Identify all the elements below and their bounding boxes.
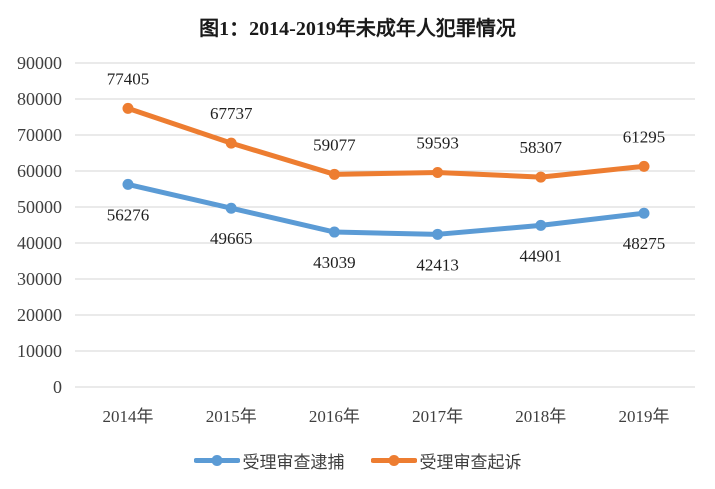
x-axis-label: 2018年 bbox=[515, 407, 566, 426]
data-label: 56276 bbox=[107, 205, 150, 224]
y-axis-tick-label: 70000 bbox=[17, 125, 62, 145]
data-label: 58307 bbox=[520, 138, 563, 157]
data-label: 42413 bbox=[416, 255, 459, 274]
y-axis-tick-label: 50000 bbox=[17, 197, 62, 217]
chart-legend: 受理审查逮捕 受理审查起诉 bbox=[0, 448, 715, 473]
y-axis-tick-label: 60000 bbox=[17, 161, 62, 181]
data-label: 61295 bbox=[623, 127, 666, 146]
x-axis-label: 2017年 bbox=[412, 407, 463, 426]
data-point-marker bbox=[432, 228, 444, 240]
y-axis-tick-label: 40000 bbox=[17, 233, 62, 253]
y-axis-tick-label: 0 bbox=[53, 377, 62, 397]
series-line-0 bbox=[125, 181, 647, 237]
data-point-marker bbox=[535, 219, 547, 231]
legend-label-prosecution-review: 受理审查起诉 bbox=[419, 453, 522, 472]
x-axis-label: 2016年 bbox=[309, 407, 360, 426]
y-axis-tick-label: 20000 bbox=[17, 305, 62, 325]
data-label: 43039 bbox=[313, 253, 356, 272]
data-point-marker bbox=[122, 178, 134, 190]
data-label: 77405 bbox=[107, 69, 150, 88]
y-axis-tick-label: 90000 bbox=[17, 53, 62, 73]
data-point-marker bbox=[328, 226, 340, 238]
x-axis-label: 2015年 bbox=[206, 407, 257, 426]
legend-line-marker-orange bbox=[370, 455, 417, 466]
data-label: 67737 bbox=[210, 104, 253, 123]
chart-title: 图1：2014-2019年未成年人犯罪情况 bbox=[199, 18, 516, 40]
legend-item-prosecution-review: 受理审查起诉 bbox=[370, 448, 522, 473]
data-point-marker bbox=[122, 102, 134, 114]
data-point-marker bbox=[638, 160, 650, 172]
data-point-marker bbox=[432, 166, 444, 178]
x-axis-label: 2014年 bbox=[103, 407, 154, 426]
data-point-marker bbox=[225, 137, 237, 149]
legend-line-marker-blue bbox=[193, 455, 240, 466]
data-point-marker bbox=[328, 168, 340, 180]
data-label: 49665 bbox=[210, 229, 253, 248]
y-axis-tick-label: 10000 bbox=[17, 341, 62, 361]
data-point-marker bbox=[638, 207, 650, 219]
data-point-marker bbox=[535, 171, 547, 183]
series-line-1 bbox=[125, 105, 647, 180]
data-point-marker bbox=[225, 202, 237, 214]
legend-item-arrest-review: 受理审查逮捕 bbox=[193, 448, 345, 473]
y-axis-tick-label: 30000 bbox=[17, 269, 62, 289]
data-label: 59077 bbox=[313, 135, 356, 154]
data-label: 59593 bbox=[416, 133, 459, 152]
data-label: 48275 bbox=[623, 234, 666, 253]
legend-label-arrest-review: 受理审查逮捕 bbox=[242, 453, 345, 472]
data-label: 44901 bbox=[520, 246, 563, 265]
x-axis-label: 2019年 bbox=[619, 407, 670, 426]
y-axis-tick-label: 80000 bbox=[17, 89, 62, 109]
